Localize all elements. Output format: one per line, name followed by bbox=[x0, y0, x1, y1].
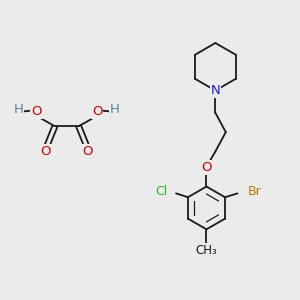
Text: N: N bbox=[211, 84, 220, 97]
Text: O: O bbox=[41, 145, 51, 158]
Text: O: O bbox=[201, 161, 212, 174]
Text: Br: Br bbox=[247, 185, 261, 198]
Text: O: O bbox=[92, 105, 102, 118]
Text: H: H bbox=[14, 103, 24, 116]
Text: O: O bbox=[82, 145, 93, 158]
Text: Cl: Cl bbox=[155, 185, 167, 198]
Text: H: H bbox=[110, 103, 120, 116]
Text: O: O bbox=[31, 105, 42, 118]
Text: CH₃: CH₃ bbox=[196, 244, 217, 256]
